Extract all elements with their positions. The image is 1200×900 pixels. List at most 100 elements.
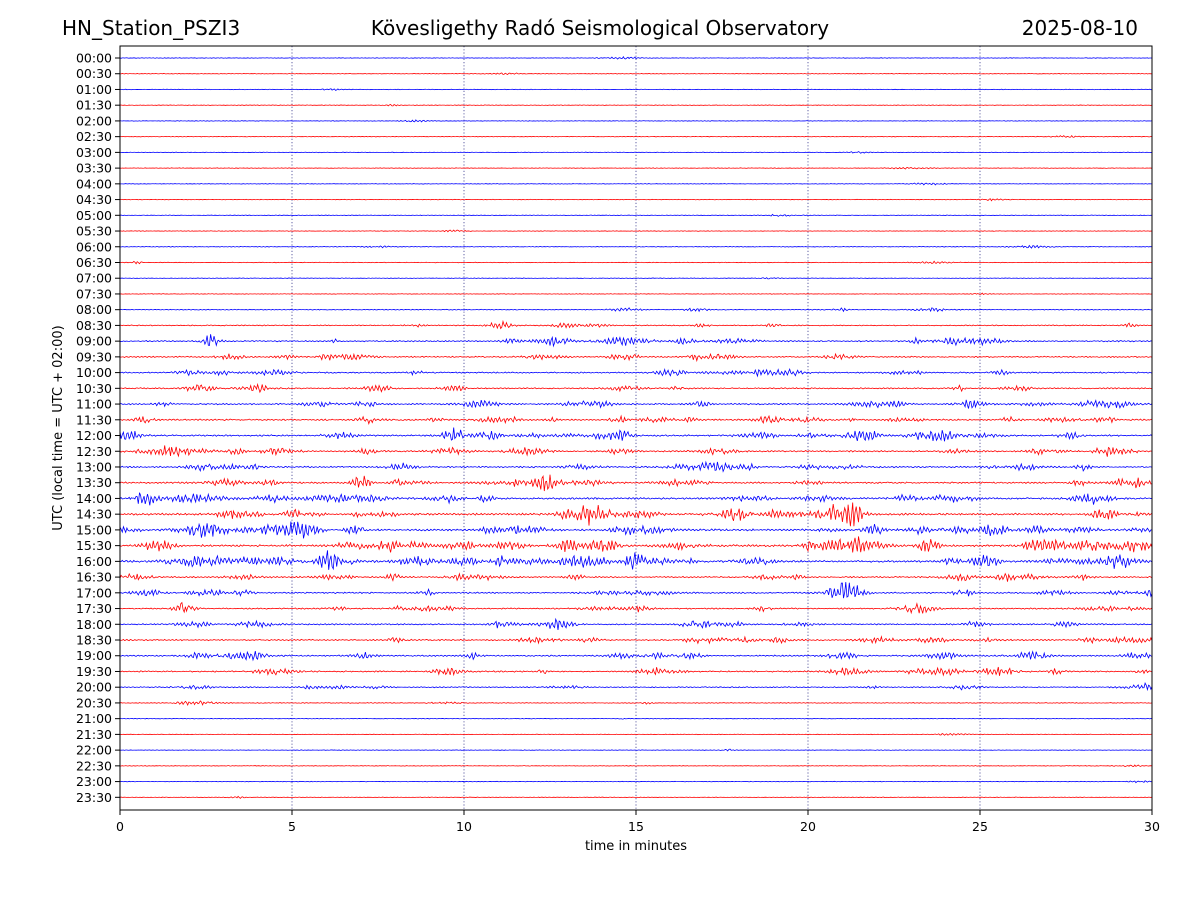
x-tick-label: 15 [628, 819, 644, 834]
y-tick-label: 13:30 [76, 475, 112, 490]
chart-title: Kövesligethy Radó Seismological Observat… [370, 16, 830, 40]
y-tick-label: 03:30 [76, 161, 112, 176]
grid-lines [291, 46, 981, 810]
trace-1130 [119, 414, 1153, 425]
y-tick-label: 04:00 [76, 176, 112, 191]
y-tick-label: 23:00 [76, 774, 112, 789]
y-tick-label: 05:00 [76, 208, 112, 223]
y-tick-label: 10:30 [76, 381, 112, 396]
trace-1500 [119, 521, 1153, 539]
trace-1900 [119, 650, 1153, 662]
trace-1630 [119, 572, 1153, 582]
trace-2130 [119, 732, 1153, 736]
seismic-traces [119, 56, 1153, 799]
trace-0630 [119, 260, 1153, 265]
trace-0930 [119, 352, 1153, 363]
trace-1530 [119, 536, 1153, 553]
y-tick-label: 02:00 [76, 113, 112, 128]
date-label: 2025-08-10 [1021, 16, 1138, 40]
x-tick-label: 0 [116, 819, 124, 834]
y-tick-label: 04:30 [76, 192, 112, 207]
trace-1030 [119, 382, 1153, 394]
y-tick-label: 08:00 [76, 302, 112, 317]
y-tick-label: 13:00 [76, 459, 112, 474]
y-tick-label: 09:00 [76, 334, 112, 349]
trace-2100 [119, 717, 1153, 720]
y-tick-label: 01:00 [76, 82, 112, 97]
y-tick-label: 06:30 [76, 255, 112, 270]
y-tick-label: 19:00 [76, 648, 112, 663]
x-axis-ticks: 0 5 10 15 20 25 30 [116, 810, 1160, 834]
y-tick-label: 20:30 [76, 695, 112, 710]
trace-0600 [119, 244, 1153, 249]
y-tick-label: 19:30 [76, 664, 112, 679]
trace-1700 [119, 582, 1153, 599]
y-tick-label: 10:00 [76, 365, 112, 380]
station-name: HN_Station_PSZI3 [62, 16, 241, 40]
y-tick-label: 11:30 [76, 412, 112, 427]
y-tick-label: 03:00 [76, 145, 112, 160]
y-tick-label: 14:30 [76, 507, 112, 522]
trace-2300 [119, 780, 1153, 784]
trace-2200 [119, 748, 1153, 752]
x-axis-label: time in minutes [585, 839, 687, 854]
y-tick-label: 09:30 [76, 349, 112, 364]
y-tick-label: 08:30 [76, 318, 112, 333]
trace-0500 [119, 213, 1153, 217]
trace-1100 [119, 399, 1153, 409]
trace-1400 [119, 492, 1153, 506]
trace-1200 [119, 427, 1153, 442]
trace-0230 [119, 134, 1153, 138]
y-tick-label: 17:00 [76, 585, 112, 600]
x-tick-label: 30 [1144, 819, 1160, 834]
trace-0330 [119, 167, 1153, 170]
y-tick-label: 05:30 [76, 224, 112, 239]
trace-0830 [119, 319, 1153, 330]
trace-0800 [119, 307, 1153, 313]
y-tick-label: 06:00 [76, 239, 112, 254]
trace-0430 [119, 198, 1153, 202]
y-tick-label: 18:30 [76, 633, 112, 648]
y-tick-label: 02:30 [76, 129, 112, 144]
y-tick-label: 23:30 [76, 790, 112, 805]
y-tick-label: 15:00 [76, 522, 112, 537]
trace-1230 [119, 445, 1153, 458]
y-tick-label: 01:30 [76, 98, 112, 113]
trace-2230 [119, 764, 1153, 767]
trace-0900 [119, 334, 1153, 348]
trace-0030 [119, 72, 1152, 76]
y-tick-label: 12:30 [76, 444, 112, 459]
y-tick-label: 16:30 [76, 570, 112, 585]
y-tick-label: 15:30 [76, 538, 112, 553]
trace-0130 [119, 104, 1153, 107]
y-tick-label: 12:00 [76, 428, 112, 443]
trace-1300 [119, 460, 1153, 473]
y-tick-label: 14:00 [76, 491, 112, 506]
trace-0400 [119, 182, 1153, 186]
y-tick-label: 22:00 [76, 743, 112, 758]
trace-0000 [119, 56, 1153, 60]
x-tick-label: 5 [288, 819, 296, 834]
x-tick-label: 20 [800, 819, 816, 834]
y-tick-label: 07:30 [76, 286, 112, 301]
y-axis-ticks: 00:0000:3001:0001:3002:0002:3003:0003:30… [76, 51, 120, 805]
trace-0300 [119, 151, 1153, 154]
x-tick-label: 10 [456, 819, 472, 834]
y-tick-label: 21:00 [76, 711, 112, 726]
trace-1830 [119, 635, 1153, 645]
trace-1730 [119, 601, 1153, 615]
trace-0100 [119, 88, 1153, 91]
trace-0730 [119, 292, 1153, 296]
y-tick-label: 16:00 [76, 554, 112, 569]
y-tick-label: 18:00 [76, 617, 112, 632]
y-tick-label: 00:00 [76, 51, 112, 66]
y-tick-label: 22:30 [76, 758, 112, 773]
trace-2000 [119, 682, 1153, 692]
y-tick-label: 00:30 [76, 66, 112, 81]
y-axis-label: UTC (local time = UTC + 02:00) [51, 325, 66, 530]
trace-1930 [119, 666, 1153, 677]
y-tick-label: 11:00 [76, 397, 112, 412]
y-tick-label: 21:30 [76, 727, 112, 742]
y-tick-label: 07:00 [76, 271, 112, 286]
